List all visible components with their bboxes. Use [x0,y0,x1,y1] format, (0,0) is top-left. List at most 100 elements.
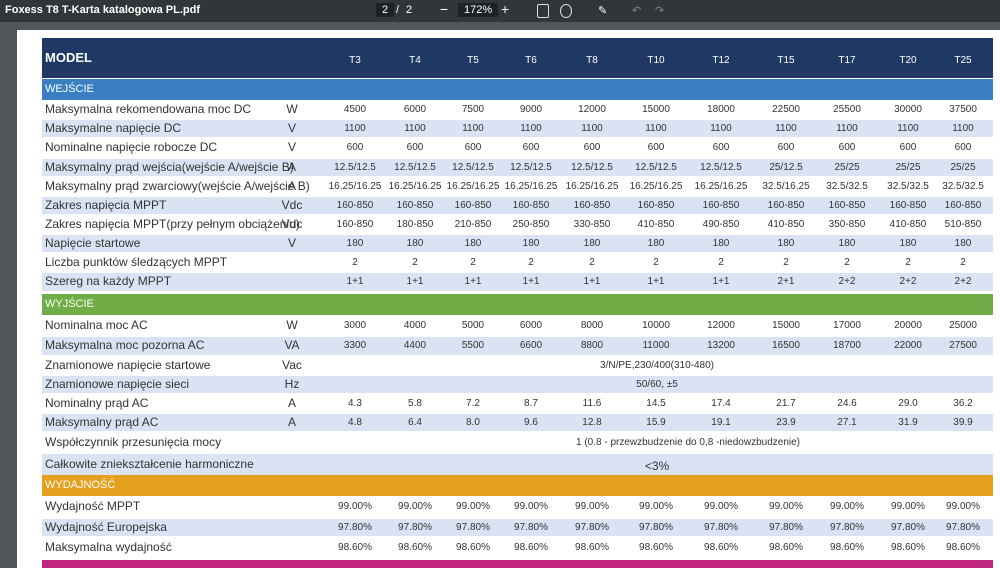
cell-value: 27500 [949,340,977,351]
cell-value: 3000 [343,319,367,331]
cell-value: 1+1 [712,276,730,287]
cell-value: 12.5/12.5 [700,161,742,173]
row-unit: Hz [284,376,300,391]
undo-icon[interactable]: ↶ [632,5,642,17]
cell-value: 19.1 [711,416,731,428]
cell-value: 6000 [403,103,427,115]
cell-value: 2 [960,256,966,268]
cell-value: 2 [718,256,724,268]
page-input[interactable]: 2 [376,3,395,17]
row-label: Liczba punktów śledzących MPPT [45,254,228,269]
zoom-out[interactable]: − [440,1,449,17]
cell-value: 1+1 [522,276,540,287]
row-shade [42,414,993,431]
row-unit: VA [284,338,300,352]
cell-value: 180 [954,237,972,249]
row-label: Maksymalne napięcie DC [45,120,182,135]
cell-value: 97.80% [769,521,803,533]
cell-value: 9.6 [524,416,538,428]
cell-value: 24.6 [837,397,857,409]
cell-value: 12.5/12.5 [635,161,677,173]
row-shade [42,273,993,291]
cell-value: 17000 [833,319,861,331]
cell-value: 21.7 [776,397,796,409]
cell-value: 98.60% [398,542,432,553]
header-band [42,38,993,78]
cell-value: 600 [522,142,540,153]
row-label: Znamionowe napięcie startowe [45,357,211,372]
model-name: T4 [409,55,421,66]
redo-icon[interactable]: ↷ [655,5,665,17]
cell-value: 22000 [894,340,922,351]
cell-value: 15000 [642,103,670,115]
rotate-icon[interactable] [560,4,572,18]
cell-value: 160-850 [767,199,805,211]
row-label: Zakres napięcia MPPT(przy pełnym obciąże… [45,216,300,231]
zoom-input[interactable]: 172% [458,3,499,17]
cell-value: 18700 [833,340,861,351]
cell-value: 600 [583,142,601,153]
row-label: Współczynnik przesunięcia mocy [45,434,222,449]
cell-value: 180 [838,237,856,249]
row-label: Wydajność Europejska [45,519,167,534]
file-title: Foxess T8 T-Karta katalogowa PL.pdf [5,4,200,16]
cell-value: 210-850 [454,218,492,230]
cell-value: 29.0 [898,397,918,409]
cell-value: 160-850 [396,199,434,211]
row-shade [42,159,993,176]
row-label: Nominalna moc AC [45,317,148,332]
cell-value: 160-850 [454,199,492,211]
page-sep: / [396,4,400,16]
row-unit: W [286,317,298,332]
row-unit: A [287,159,297,174]
cell-value: 6600 [519,340,543,351]
toolbar: Foxess T8 T-Karta katalogowa PL.pdf 2 / … [0,0,1000,22]
cell-value: 25/12.5 [769,161,803,173]
cell-value: 18000 [707,103,735,115]
cell-value: 99.00% [830,501,864,512]
cell-value: 180 [583,237,601,249]
draw-icon[interactable]: ✎ [598,5,608,17]
cell-value: 97.80% [338,521,372,533]
cell-value: 600 [346,142,364,153]
cell-value: 180 [522,237,540,249]
cell-value: 2+2 [899,276,917,287]
cell-value: 17.4 [711,397,731,409]
row-label: Szereg na każdy MPPT [45,274,172,288]
cell-value: 99.00% [398,501,432,512]
cell-value: 600 [464,142,482,153]
row-shade [42,454,993,475]
cell-value: 99.00% [639,501,673,512]
cell-value: 8800 [580,340,604,351]
row-label: Całkowite zniekształcenie harmoniczne [45,456,254,471]
cell-value: 99.00% [891,501,925,512]
row-unit: W [286,101,298,116]
cell-value: 180 [464,237,482,249]
zoom-in[interactable]: + [501,1,510,17]
row-label: Maksymalna rekomendowana moc DC [45,101,252,116]
cell-value: 23.9 [776,416,796,428]
cell-value: 600 [899,142,917,153]
cell-value: 2+1 [777,276,795,287]
cell-value: 180 [777,237,795,249]
cell-value: 25/25 [834,161,860,173]
cell-value: 5000 [461,319,485,331]
row-label: Napięcie startowe [45,235,141,250]
model-name: T5 [467,55,479,66]
cell-value: 20000 [894,319,922,331]
cell-value: 8.0 [466,416,480,428]
cell-value: 1+1 [583,276,601,287]
cell-value: 32.5/32.5 [887,180,929,192]
cell-value: 1100 [775,122,797,134]
cell-value: 97.80% [830,521,864,533]
model-name: T17 [838,55,856,66]
cell-value: 510-850 [944,218,982,230]
cell-value: 600 [954,142,972,153]
pdf-page: MODEL T3 T4 T5 T6 T8 T10 T12 T15 T17 T20 T25 WEJŚCIE… [17,30,1000,568]
row-label: Znamionowe napięcie sieci [45,376,190,391]
cell-value: 2 [905,256,911,268]
cell-value: 6000 [519,319,543,331]
fit-icon[interactable] [537,4,549,18]
cell-value: 410-850 [637,218,675,230]
